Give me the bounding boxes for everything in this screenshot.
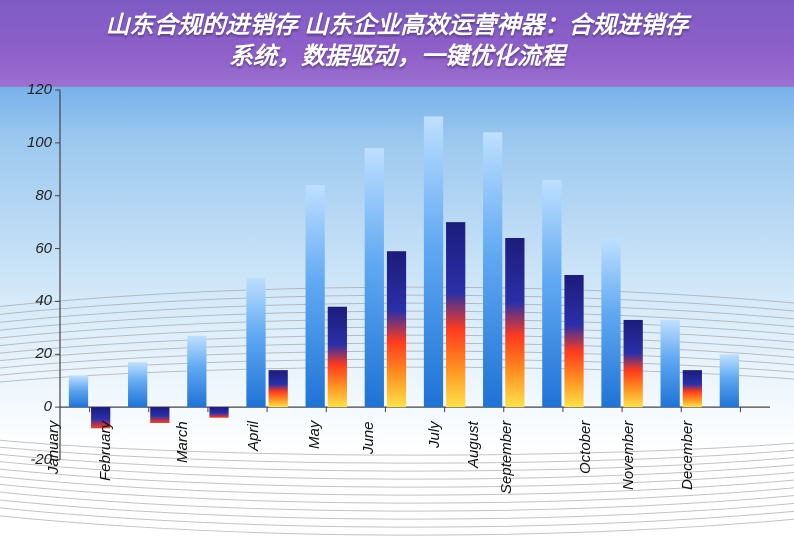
y-tick-label: 60 xyxy=(12,240,52,257)
bar-series-a xyxy=(601,238,620,407)
bar-series-b xyxy=(387,251,406,407)
x-tick-label: June xyxy=(360,422,377,455)
bar-series-b xyxy=(564,275,583,407)
bar-series-a xyxy=(365,148,384,407)
bar-series-a xyxy=(69,375,88,407)
x-tick-label: May xyxy=(306,421,323,449)
x-tick-label: February xyxy=(97,421,114,481)
bar-series-a xyxy=(661,320,680,407)
banner-line2: 系统，数据驱动，一键优化流程 xyxy=(229,43,565,70)
bar-series-a xyxy=(128,362,147,407)
x-tick-label: April xyxy=(245,421,262,451)
bar-series-b xyxy=(269,370,288,407)
chart-svg xyxy=(60,90,770,460)
x-tick-label: September xyxy=(498,421,515,494)
bars xyxy=(69,116,739,428)
bar-series-a xyxy=(483,132,502,407)
x-tick-label: November xyxy=(620,421,637,490)
bar-series-b xyxy=(505,238,524,407)
bar-series-a xyxy=(187,336,206,407)
chart-plot xyxy=(60,90,770,460)
bar-series-b xyxy=(683,370,702,407)
chart-stage: 山东合规的进销存 山东企业高效运营神器：合规进销存 系统，数据驱动，一键优化流程 xyxy=(0,0,794,559)
bar-series-b xyxy=(446,222,465,407)
bar-series-b xyxy=(209,407,228,418)
bar-series-b xyxy=(624,320,643,407)
banner-line1: 山东合规的进销存 山东企业高效运营神器：合规进销存 xyxy=(106,12,689,39)
y-tick-label: 0 xyxy=(12,398,52,415)
x-tick-label: December xyxy=(679,421,696,490)
y-tick-label: 40 xyxy=(12,292,52,309)
bar-series-b xyxy=(150,407,169,423)
bar-series-b xyxy=(328,307,347,407)
bar-series-a xyxy=(542,180,561,407)
x-tick-label: August xyxy=(465,421,482,468)
bar-series-a xyxy=(424,116,443,407)
y-tick-label: 80 xyxy=(12,187,52,204)
bar-series-a xyxy=(720,354,739,407)
y-tick-label: 120 xyxy=(12,81,52,98)
x-tick-label: October xyxy=(577,421,594,474)
y-tick-label: 20 xyxy=(12,345,52,362)
title-banner: 山东合规的进销存 山东企业高效运营神器：合规进销存 系统，数据驱动，一键优化流程 xyxy=(0,0,794,87)
x-tick-label: March xyxy=(174,421,191,463)
y-tick-label: 100 xyxy=(12,134,52,151)
bar-series-a xyxy=(306,185,325,407)
x-tick-label: January xyxy=(45,421,62,474)
bar-series-a xyxy=(246,278,265,408)
x-tick-label: July xyxy=(426,421,443,448)
